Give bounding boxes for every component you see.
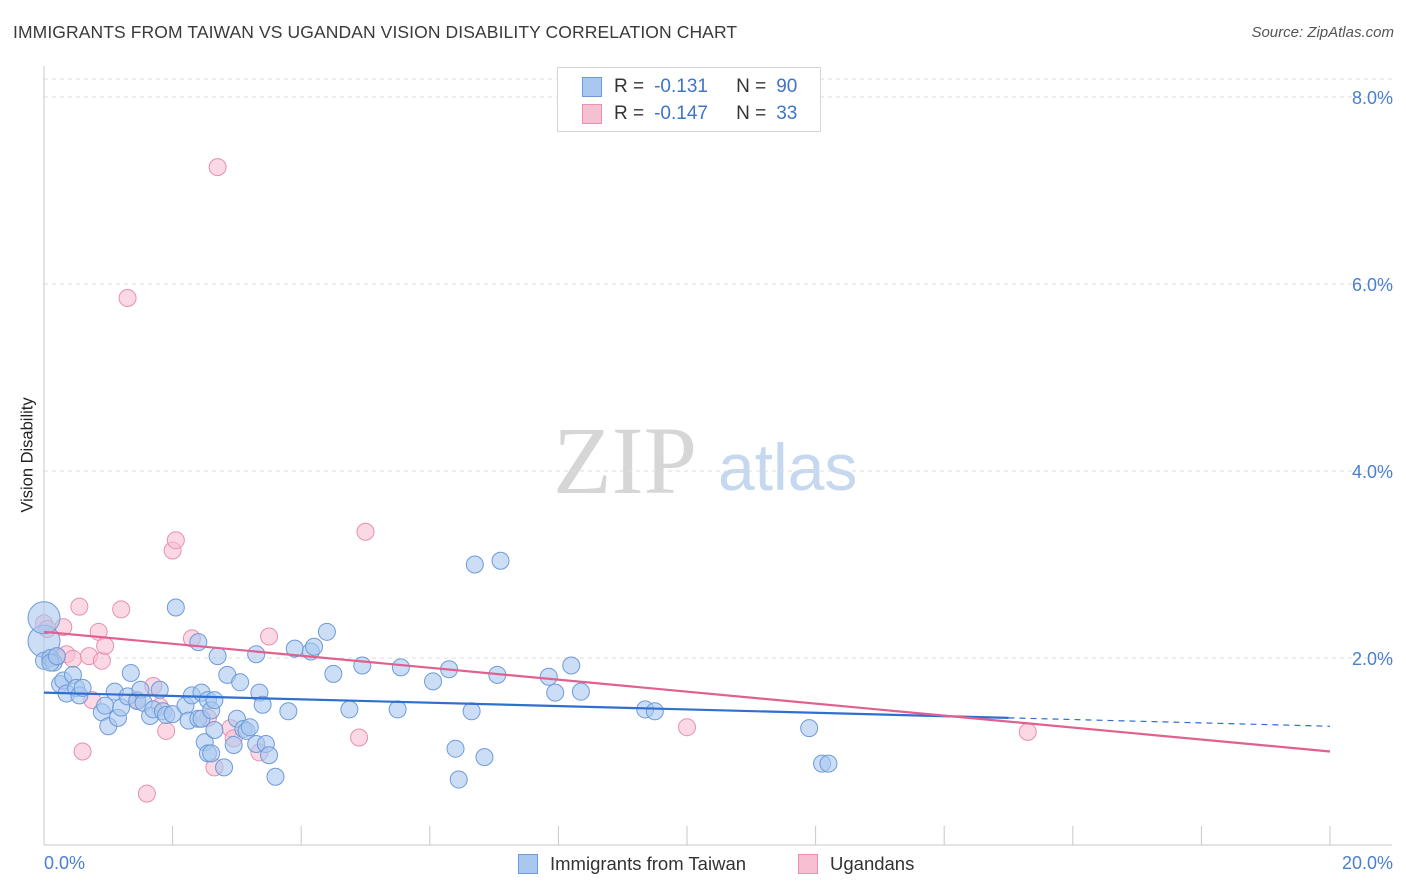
ugandan-point (118, 289, 137, 308)
taiwan-point (208, 647, 227, 666)
n-label: N = (736, 76, 767, 97)
taiwan-point (253, 695, 272, 714)
ugandan-point (92, 651, 111, 670)
taiwan-point (189, 633, 208, 652)
taiwan-point (539, 667, 558, 686)
ugandan-point (112, 600, 131, 619)
taiwan-point (800, 719, 819, 738)
ugandan-swatch (582, 104, 602, 124)
taiwan-point (391, 658, 410, 677)
taiwan-point (260, 746, 279, 765)
y-tick-label: 8.0% (1352, 88, 1393, 108)
taiwan-point (449, 770, 468, 789)
ugandan-point (260, 627, 279, 646)
ugandan-point (137, 784, 156, 803)
taiwan-point (27, 601, 61, 635)
ugandan-point (350, 728, 369, 747)
tick-labels: 2.0% 4.0% 6.0% 8.0% 0.0% 20.0% (44, 88, 1393, 873)
r-value: -0.131 (654, 76, 708, 97)
ugandan-point (678, 718, 696, 737)
x-tick-label: 0.0% (44, 853, 85, 873)
watermark-atlas: atlas (718, 430, 857, 504)
source-label: Source: ZipAtlas.com (1251, 24, 1394, 41)
taiwan-point (224, 735, 243, 754)
correlation-legend: R = -0.131 N = 90 R = -0.147 N = 33 (557, 67, 821, 132)
taiwan-point (279, 702, 298, 721)
ugandan-point (70, 597, 89, 616)
taiwan-point (388, 700, 407, 719)
taiwan-legend-label: Immigrants from Taiwan (550, 853, 747, 874)
series-legend-taiwan: Immigrants from Taiwan (518, 852, 746, 876)
taiwan-trend-extension (1008, 717, 1331, 727)
y-tick-label: 6.0% (1352, 275, 1393, 295)
taiwan-point (205, 691, 224, 710)
taiwan-point (305, 637, 324, 656)
taiwan-swatch (582, 77, 602, 97)
trend-lines (43, 630, 1331, 753)
taiwan-point (353, 656, 372, 675)
taiwan-point (205, 720, 224, 739)
taiwan-point (546, 683, 565, 702)
ugandan-trend-line (43, 630, 1331, 753)
y-tick-label: 2.0% (1352, 649, 1393, 669)
taiwan-trend-line (43, 691, 1009, 719)
taiwan-point (562, 656, 581, 675)
watermark-zip: ZIP (553, 407, 697, 514)
n-value: 90 (776, 76, 798, 97)
taiwan-point (247, 645, 266, 664)
ugandan-legend-swatch (798, 854, 818, 874)
taiwan-point (231, 673, 250, 692)
taiwan-point (150, 680, 169, 699)
n-value: 33 (776, 103, 798, 124)
taiwan-point (465, 555, 484, 574)
taiwan-point (166, 598, 185, 617)
ugandan-point (208, 158, 227, 177)
axes (43, 66, 1392, 846)
n-label: N = (736, 103, 767, 124)
taiwan-point (446, 739, 465, 758)
y-tick-label: 4.0% (1352, 462, 1393, 482)
taiwan-point (340, 700, 359, 719)
taiwan-points (27, 551, 838, 789)
ugandan-point (1018, 722, 1037, 741)
taiwan-point (462, 702, 481, 721)
taiwan-point (475, 748, 494, 767)
taiwan-point (819, 754, 838, 773)
ugandan-point (96, 636, 115, 655)
series-legend-ugandan: Ugandans (798, 852, 914, 876)
taiwan-point (202, 744, 221, 763)
taiwan-point (645, 702, 664, 721)
gridlines (44, 78, 1392, 659)
taiwan-point (266, 767, 285, 786)
taiwan-point (215, 758, 234, 777)
ugandan-point (73, 742, 92, 761)
taiwan-point (163, 705, 182, 724)
r-label: R = (614, 76, 645, 97)
taiwan-point (240, 718, 259, 737)
watermark: ZIP atlas (553, 407, 857, 514)
taiwan-point (121, 663, 140, 682)
ugandan-point (63, 649, 82, 668)
legend-row-ugandan: R = -0.147 N = 33 (582, 102, 797, 126)
taiwan-point (571, 682, 590, 701)
taiwan-point (317, 622, 336, 641)
ugandan-point (157, 721, 176, 740)
chart-title: IMMIGRANTS FROM TAIWAN VS UGANDAN VISION… (13, 22, 738, 42)
taiwan-point (424, 672, 443, 691)
taiwan-point (47, 647, 66, 666)
legend-row-taiwan: R = -0.131 N = 90 (582, 75, 797, 99)
ugandan-point (166, 531, 185, 550)
taiwan-point (324, 664, 343, 683)
ugandan-legend-label: Ugandans (830, 853, 915, 874)
r-value: -0.147 (654, 103, 708, 124)
x-tick-label: 20.0% (1342, 853, 1393, 873)
ugandan-point (356, 522, 375, 541)
taiwan-legend-swatch (518, 854, 538, 874)
r-label: R = (614, 103, 645, 124)
taiwan-point (73, 678, 92, 697)
taiwan-point (491, 551, 510, 570)
